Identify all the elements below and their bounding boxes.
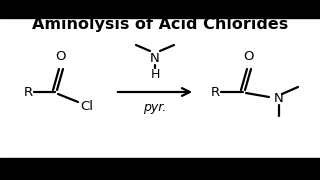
Text: O: O <box>244 51 254 64</box>
Text: R: R <box>211 86 220 98</box>
Text: R: R <box>23 86 33 98</box>
Text: O: O <box>56 51 66 64</box>
Text: Aminolysis of Acid Chlorides: Aminolysis of Acid Chlorides <box>32 17 288 33</box>
Text: H: H <box>150 68 160 80</box>
Text: Cl: Cl <box>81 100 93 114</box>
Text: N: N <box>150 51 160 64</box>
Text: pyr.: pyr. <box>143 100 167 114</box>
Text: N: N <box>274 91 284 105</box>
